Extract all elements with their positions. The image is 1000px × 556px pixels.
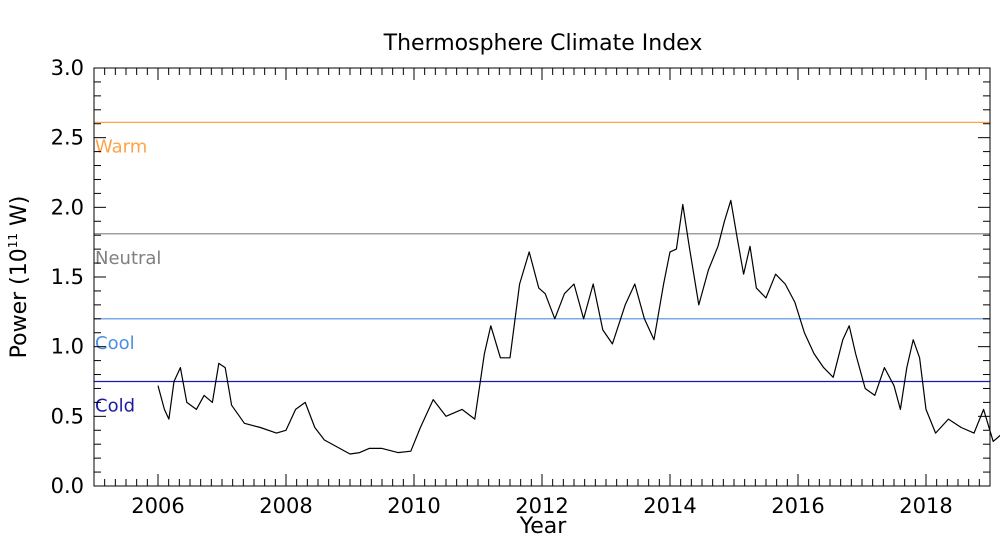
data-layer	[157, 199, 1000, 455]
y-tick-label: 0.0	[51, 474, 84, 498]
axes: 0.0 0.5 1.0 1.5 2.0 2.5 3.0 2006 2008 2010 2012 201…	[51, 56, 991, 518]
threshold-label-cold: Cold	[95, 396, 135, 417]
x-tick-label: 2014	[643, 494, 696, 518]
x-tick-label: 2010	[387, 494, 440, 518]
chart-title: Thermosphere Climate Index	[383, 31, 703, 56]
threshold-label-warm: Warm	[95, 136, 147, 157]
x-tick-label: 2008	[259, 494, 312, 518]
plot-frame	[93, 67, 991, 487]
y-axis-label-exponent: 11	[6, 233, 20, 248]
y-axis-label: Power (1011 W)	[6, 196, 32, 359]
y-tick-label: 2.5	[51, 126, 84, 150]
x-axis-label: Year	[519, 514, 568, 539]
threshold-label-cool: Cool	[95, 333, 135, 354]
threshold-lines: Warm Neutral Cool Cold	[94, 121, 990, 417]
x-tick-label: 2006	[131, 494, 184, 518]
x-tick-label: 2012	[515, 494, 568, 518]
y-tick-label: 3.0	[51, 56, 84, 80]
y-tick-label: 0.5	[51, 404, 84, 428]
y-axis-label-unit: W)	[7, 196, 32, 233]
y-tick-label: 1.0	[51, 335, 84, 359]
series-line-0	[157, 199, 1000, 455]
x-tick-label: 2016	[771, 494, 824, 518]
y-tick-label: 1.5	[51, 265, 84, 289]
y-tick-label: 2.0	[51, 195, 84, 219]
y-axis-label-main: Power (10	[7, 248, 32, 358]
x-tick-label: 2018	[899, 494, 952, 518]
threshold-label-neutral: Neutral	[95, 248, 161, 269]
